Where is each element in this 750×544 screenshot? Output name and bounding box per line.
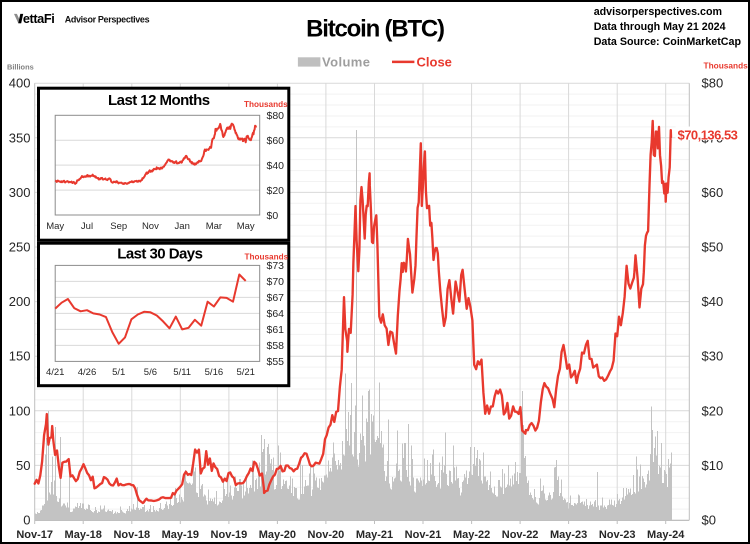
svg-text:$50: $50 <box>702 240 724 255</box>
svg-text:Jan: Jan <box>175 221 190 232</box>
svg-text:400: 400 <box>9 76 31 91</box>
svg-text:May-19: May-19 <box>162 529 199 541</box>
svg-text:May-24: May-24 <box>647 529 685 541</box>
svg-text:Billions: Billions <box>7 63 34 72</box>
svg-text:150: 150 <box>9 349 31 364</box>
svg-text:Last 30 Days: Last 30 Days <box>117 246 202 263</box>
svg-text:$80: $80 <box>702 76 724 91</box>
svg-text:$40: $40 <box>267 160 285 172</box>
svg-text:May: May <box>46 221 64 232</box>
svg-text:Nov-17: Nov-17 <box>16 529 53 541</box>
svg-text:Thousands: Thousands <box>704 60 749 70</box>
svg-text:$64: $64 <box>267 308 285 320</box>
svg-text:May-23: May-23 <box>550 529 587 541</box>
svg-text:Mar: Mar <box>206 221 222 232</box>
svg-text:Advisor Perspectives: Advisor Perspectives <box>65 15 150 25</box>
svg-text:$40: $40 <box>702 294 724 309</box>
svg-text:Thousands: Thousands <box>245 253 289 262</box>
svg-text:0: 0 <box>23 513 30 528</box>
svg-text:$0: $0 <box>267 210 279 222</box>
svg-text:100: 100 <box>9 403 31 418</box>
svg-text:5/6: 5/6 <box>144 367 157 378</box>
svg-text:$80: $80 <box>267 110 285 122</box>
svg-text:$20: $20 <box>702 403 724 418</box>
svg-text:Nov-23: Nov-23 <box>599 529 636 541</box>
svg-text:Last 12 Months: Last 12 Months <box>108 92 210 109</box>
svg-text:$20: $20 <box>267 185 285 197</box>
svg-text:$30: $30 <box>702 349 724 364</box>
svg-text:$61: $61 <box>267 324 285 336</box>
svg-text:$58: $58 <box>267 340 285 352</box>
svg-text:350: 350 <box>9 130 31 145</box>
svg-text:Nov-20: Nov-20 <box>308 529 345 541</box>
svg-text:Sep: Sep <box>110 221 127 232</box>
svg-text:May-22: May-22 <box>453 529 490 541</box>
svg-text:Data Source: CoinMarketCap: Data Source: CoinMarketCap <box>594 36 742 48</box>
svg-text:Data through May 21 2024: Data through May 21 2024 <box>594 21 726 33</box>
svg-text:50: 50 <box>16 458 30 473</box>
svg-text:Nov-18: Nov-18 <box>113 529 150 541</box>
svg-text:$55: $55 <box>267 356 285 368</box>
svg-text:$60: $60 <box>267 135 285 147</box>
svg-text:5/16: 5/16 <box>205 367 224 378</box>
svg-text:$73: $73 <box>267 260 285 272</box>
svg-text:ettaFi: ettaFi <box>23 11 54 26</box>
svg-text:200: 200 <box>9 294 31 309</box>
svg-text:250: 250 <box>9 240 31 255</box>
svg-text:May-20: May-20 <box>259 529 296 541</box>
svg-text:Jul: Jul <box>81 221 93 232</box>
svg-text:May-18: May-18 <box>65 529 102 541</box>
svg-text:$70: $70 <box>267 276 285 288</box>
svg-text:$60: $60 <box>702 185 724 200</box>
svg-text:Nov: Nov <box>142 221 159 232</box>
svg-text:5/1: 5/1 <box>112 367 125 378</box>
svg-text:300: 300 <box>9 185 31 200</box>
svg-text:May-21: May-21 <box>356 529 393 541</box>
svg-text:$70,136.53: $70,136.53 <box>678 127 738 142</box>
svg-text:May: May <box>237 221 255 232</box>
svg-text:$0: $0 <box>702 513 716 528</box>
svg-text:5/21: 5/21 <box>236 367 255 378</box>
svg-text:Nov-21: Nov-21 <box>405 529 442 541</box>
svg-text:5/11: 5/11 <box>173 367 191 378</box>
svg-text:Nov-22: Nov-22 <box>502 529 539 541</box>
svg-text:4/21: 4/21 <box>46 367 65 378</box>
svg-text:Close: Close <box>417 55 452 70</box>
svg-text:Bitcoin (BTC): Bitcoin (BTC) <box>306 16 444 43</box>
svg-text:Nov-19: Nov-19 <box>211 529 248 541</box>
svg-text:4/26: 4/26 <box>78 367 97 378</box>
svg-text:Volume: Volume <box>322 55 370 70</box>
svg-text:$67: $67 <box>267 292 285 304</box>
svg-text:advisorperspectives.com: advisorperspectives.com <box>594 6 722 18</box>
svg-text:Thousands: Thousands <box>244 100 288 109</box>
svg-text:$10: $10 <box>702 458 724 473</box>
